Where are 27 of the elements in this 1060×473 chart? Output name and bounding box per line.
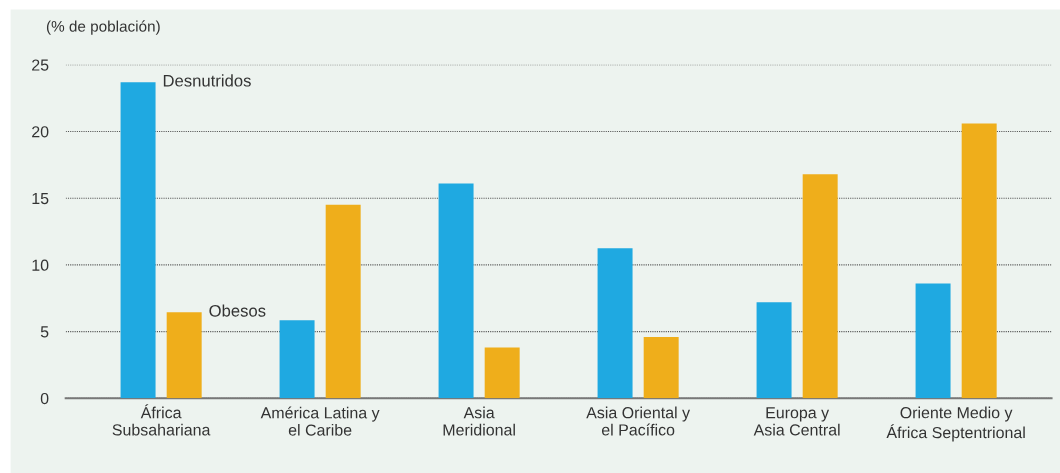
x-tick-label: Asia Oriental y el Pacífico: [586, 406, 691, 436]
bar: [597, 248, 633, 399]
y-tick-label: 10: [32, 259, 49, 271]
series-label: Desnutridos: [163, 74, 251, 87]
y-tick-label: 5: [40, 326, 49, 338]
bar: [484, 347, 520, 399]
bar: [915, 283, 951, 399]
y-tick-label: 0: [40, 392, 49, 405]
y-axis-title: (% de población): [46, 20, 160, 35]
bar: [643, 336, 679, 399]
bar: [279, 320, 315, 399]
x-tick-label: Asia Meridional: [443, 406, 515, 436]
y-tick-label: 15: [32, 192, 49, 205]
bar: [120, 82, 156, 399]
bar: [802, 174, 838, 399]
x-tick-label: Oriente Medio y África Septentrional: [886, 406, 1025, 442]
series-label: Obesos: [209, 304, 266, 317]
bar: [756, 302, 792, 399]
y-tick-label: 25: [32, 59, 49, 71]
x-tick-label: América Latina y el Caribe: [260, 406, 380, 436]
x-tick-label: África Subsahariana: [112, 404, 211, 436]
bar: [961, 123, 997, 399]
bar: [166, 312, 202, 399]
x-tick-label: Europa y Asia Central: [753, 407, 840, 436]
y-tick-label: 20: [32, 126, 49, 138]
bar: [438, 183, 474, 399]
bar: [325, 204, 361, 399]
